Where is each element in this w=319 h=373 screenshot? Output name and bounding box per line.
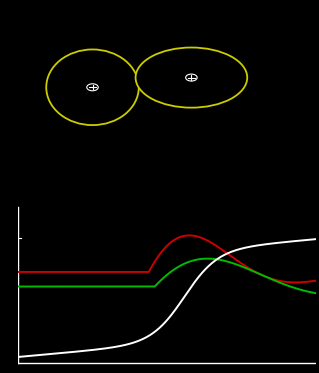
Ellipse shape bbox=[136, 47, 247, 108]
Ellipse shape bbox=[46, 50, 139, 125]
